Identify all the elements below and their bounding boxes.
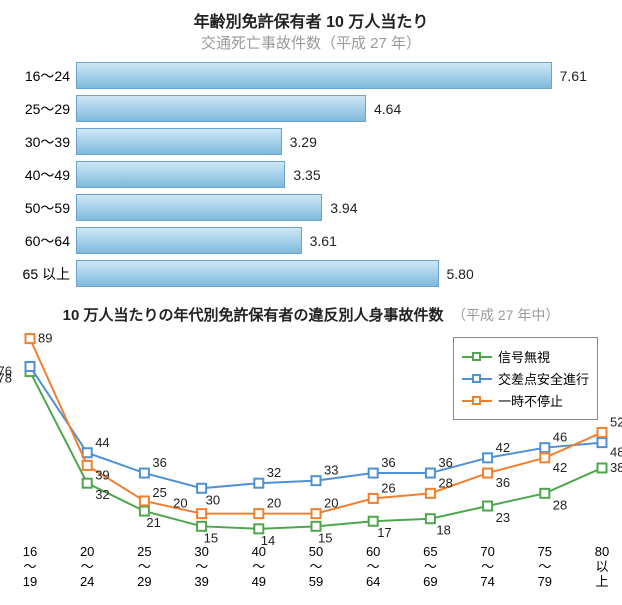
bar-category-label: 30～39 bbox=[0, 132, 76, 152]
svg-text:42: 42 bbox=[553, 460, 567, 475]
x-tick-label: 25 〜 29 bbox=[137, 545, 151, 590]
x-tick-label: 20 〜 24 bbox=[80, 545, 94, 590]
bar-row: 50～59 3.94 bbox=[0, 191, 622, 224]
x-tick-label: 16 〜 19 bbox=[23, 545, 37, 590]
svg-text:21: 21 bbox=[146, 515, 160, 530]
svg-text:36: 36 bbox=[496, 475, 510, 490]
x-tick-label: 30 〜 39 bbox=[194, 545, 208, 590]
legend-label: 信号無視 bbox=[498, 347, 550, 366]
svg-text:52: 52 bbox=[610, 414, 622, 429]
svg-text:36: 36 bbox=[438, 455, 452, 470]
bar-value-label: 3.35 bbox=[293, 167, 320, 183]
bar-rect bbox=[76, 194, 322, 221]
bar-rect bbox=[76, 227, 302, 254]
x-tick-label: 80 以 上 bbox=[595, 545, 609, 590]
svg-text:15: 15 bbox=[318, 530, 332, 545]
line-chart-title: 10 万人当たりの年代別免許保有者の違反別人身事故件数 bbox=[63, 307, 444, 324]
svg-text:17: 17 bbox=[377, 525, 391, 540]
line-chart-subtitle: （平成 27 年中） bbox=[452, 307, 559, 323]
legend-item: 信号無視 bbox=[462, 347, 589, 366]
svg-text:44: 44 bbox=[95, 435, 109, 450]
svg-text:23: 23 bbox=[496, 510, 510, 525]
bar-chart-area: 16～24 7.61 25～29 4.64 30～39 3.29 40～49 3.35 50～5… bbox=[0, 59, 622, 290]
bar-value-label: 3.29 bbox=[290, 134, 317, 150]
svg-text:46: 46 bbox=[553, 430, 567, 445]
bar-category-label: 40～49 bbox=[0, 165, 76, 185]
svg-text:15: 15 bbox=[204, 530, 218, 545]
svg-text:25: 25 bbox=[152, 485, 166, 500]
bar-row: 25～29 4.64 bbox=[0, 92, 622, 125]
line-chart-title-row: 10 万人当たりの年代別免許保有者の違反別人身事故件数 （平成 27 年中） bbox=[0, 304, 622, 325]
bar-rect bbox=[76, 161, 285, 188]
bar-value-label: 7.61 bbox=[560, 68, 587, 84]
bar-value-label: 3.61 bbox=[310, 233, 337, 249]
bar-category-label: 25～29 bbox=[0, 99, 76, 119]
svg-text:36: 36 bbox=[381, 455, 395, 470]
bar-value-label: 5.80 bbox=[447, 266, 474, 282]
bar-rect bbox=[76, 95, 366, 122]
bar-category-label: 16～24 bbox=[0, 66, 76, 86]
svg-text:89: 89 bbox=[38, 331, 52, 346]
svg-text:20: 20 bbox=[173, 496, 187, 511]
svg-text:20: 20 bbox=[324, 496, 338, 511]
svg-text:39: 39 bbox=[95, 467, 109, 482]
bar-category-label: 60～64 bbox=[0, 231, 76, 251]
x-axis-labels: 16 〜 19 20 〜 24 25 〜 29 30 〜 39 40 〜 49 50 〜 … bbox=[0, 545, 622, 595]
bar-rect bbox=[76, 128, 282, 155]
bar-value-label: 4.64 bbox=[374, 101, 401, 117]
x-tick-label: 70 〜 74 bbox=[480, 545, 494, 590]
svg-text:36: 36 bbox=[152, 455, 166, 470]
svg-text:48: 48 bbox=[610, 445, 622, 460]
bar-value-label: 3.94 bbox=[330, 200, 357, 216]
svg-text:28: 28 bbox=[553, 497, 567, 512]
svg-text:28: 28 bbox=[438, 475, 452, 490]
line-chart-area: 7632211514151718232838784436303233363642… bbox=[0, 325, 622, 595]
svg-text:30: 30 bbox=[206, 492, 220, 507]
bar-category-label: 65 以上 bbox=[0, 264, 76, 284]
legend-label: 交差点安全進行 bbox=[498, 369, 589, 388]
bar-rect bbox=[76, 62, 552, 89]
svg-text:32: 32 bbox=[95, 487, 109, 502]
x-tick-label: 40 〜 49 bbox=[252, 545, 266, 590]
bar-row: 40～49 3.35 bbox=[0, 158, 622, 191]
legend-item: 一時不停止 bbox=[462, 391, 589, 410]
svg-text:42: 42 bbox=[496, 440, 510, 455]
bar-row: 16～24 7.61 bbox=[0, 59, 622, 92]
bar-row: 65 以上 5.80 bbox=[0, 257, 622, 290]
svg-text:33: 33 bbox=[324, 463, 338, 478]
x-tick-label: 75 〜 79 bbox=[538, 545, 552, 590]
svg-text:78: 78 bbox=[0, 371, 12, 386]
svg-text:26: 26 bbox=[381, 480, 395, 495]
bar-chart-subtitle: 交通死亡事故件数（平成 27 年） bbox=[0, 32, 622, 53]
x-tick-label: 60 〜 64 bbox=[366, 545, 380, 590]
x-tick-label: 65 〜 69 bbox=[423, 545, 437, 590]
legend: 信号無視交差点安全進行一時不停止 bbox=[453, 337, 598, 420]
bar-category-label: 50～59 bbox=[0, 198, 76, 218]
svg-text:18: 18 bbox=[436, 523, 450, 538]
bar-row: 60～64 3.61 bbox=[0, 224, 622, 257]
legend-label: 一時不停止 bbox=[498, 391, 563, 410]
bar-rect bbox=[76, 260, 439, 287]
svg-text:32: 32 bbox=[267, 465, 281, 480]
svg-text:38: 38 bbox=[610, 460, 622, 475]
legend-item: 交差点安全進行 bbox=[462, 369, 589, 388]
svg-text:20: 20 bbox=[267, 496, 281, 511]
bar-row: 30～39 3.29 bbox=[0, 125, 622, 158]
bar-chart-title: 年齢別免許保有者 10 万人当たり bbox=[0, 8, 622, 32]
x-tick-label: 50 〜 59 bbox=[309, 545, 323, 590]
